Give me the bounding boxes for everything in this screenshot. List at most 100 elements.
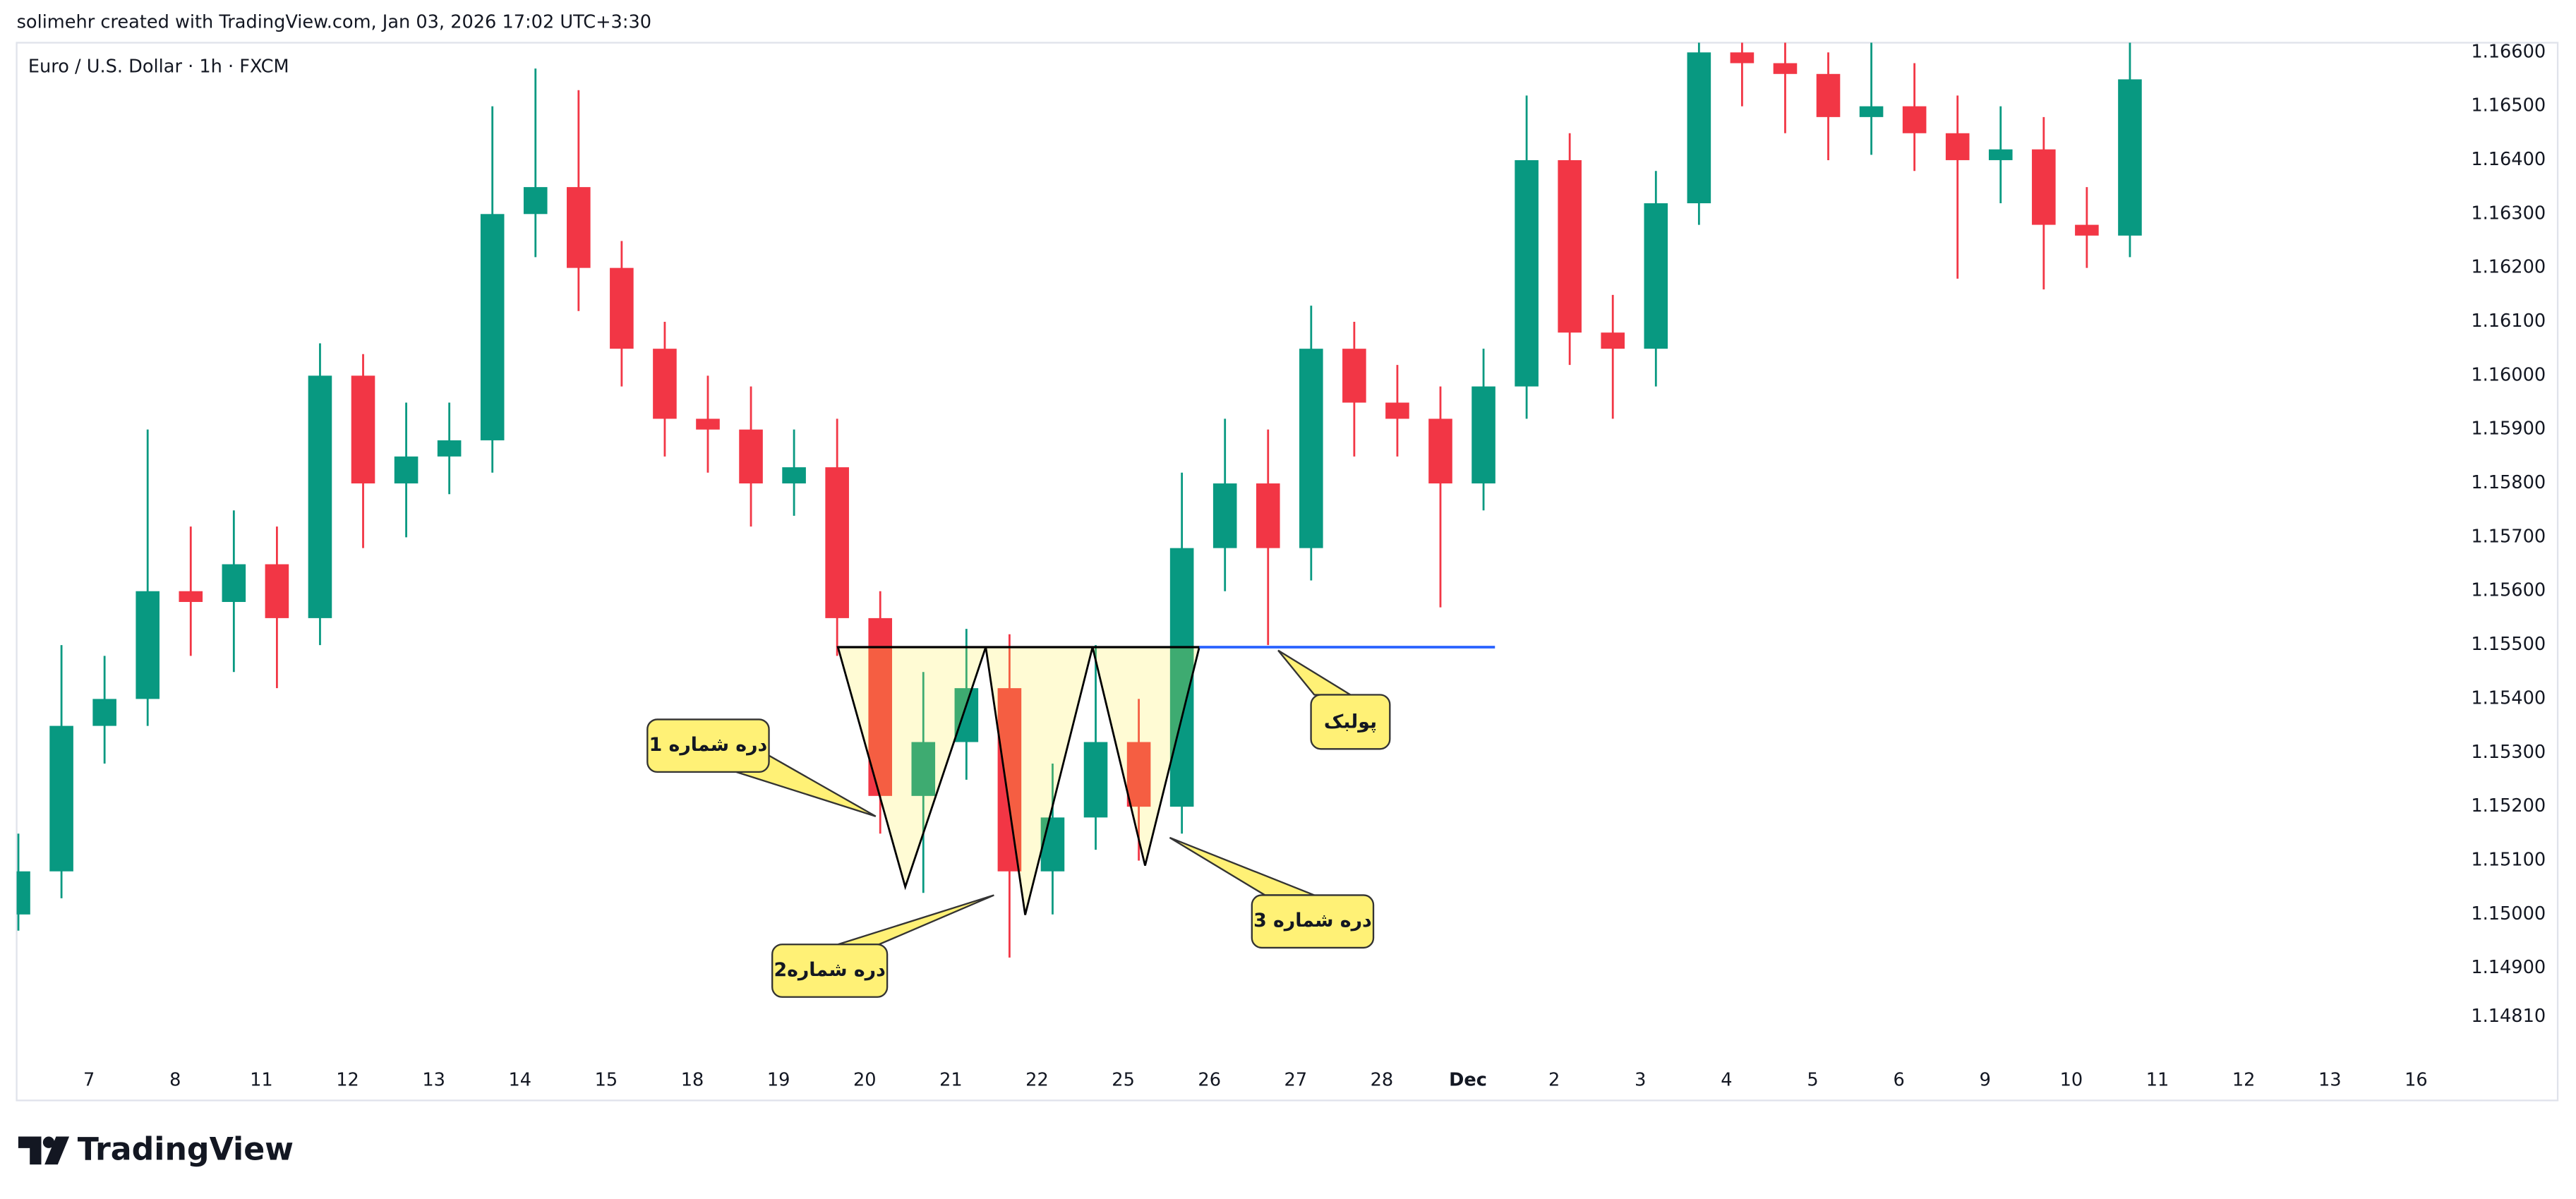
candle-body <box>136 591 160 699</box>
candle-body <box>997 688 1022 872</box>
candle-body <box>1644 203 1668 349</box>
y-tick-label: 1.16600 <box>2471 41 2546 62</box>
x-tick-label: 28 <box>1371 1069 1394 1090</box>
callout-box <box>771 944 889 998</box>
candle-body <box>1816 73 1841 117</box>
candle-body <box>1601 332 1625 349</box>
y-tick-label: 1.16400 <box>2471 149 2546 170</box>
candle-body <box>437 440 462 457</box>
x-tick-label: 13 <box>2318 1069 2342 1090</box>
candle-body <box>394 456 419 484</box>
candle-body <box>911 742 936 796</box>
y-tick-label: 1.15400 <box>2471 687 2546 709</box>
candle-body <box>1299 349 1323 548</box>
candle-body <box>222 564 246 602</box>
y-tick-label: 1.14810 <box>2471 1006 2546 1027</box>
x-tick-label: 7 <box>83 1069 95 1090</box>
candle-body <box>1428 418 1452 484</box>
candle-body <box>480 214 505 440</box>
candle-body <box>523 187 548 215</box>
candle-body <box>16 871 30 915</box>
x-tick-label: 18 <box>681 1069 704 1090</box>
chart-title: Euro / U.S. Dollar · 1h · FXCM <box>28 56 289 77</box>
y-tick-label: 1.16200 <box>2471 257 2546 278</box>
pattern-drawing <box>836 646 1495 915</box>
callout-text: دره شماره 1 <box>649 734 768 756</box>
x-tick-label: 12 <box>2232 1069 2256 1090</box>
candle-body <box>2118 79 2142 236</box>
candle-body <box>825 467 849 618</box>
x-tick-label: 15 <box>595 1069 618 1090</box>
candle-body <box>2075 224 2099 236</box>
callout: پولبک <box>1277 649 1391 750</box>
y-tick-label: 1.15000 <box>2471 903 2546 924</box>
x-tick-label: 16 <box>2405 1069 2428 1090</box>
candle-body <box>179 591 203 602</box>
candle-body <box>696 418 720 430</box>
candle-body <box>1126 742 1151 807</box>
candles <box>16 42 2142 958</box>
y-tick-label: 1.15200 <box>2471 795 2546 817</box>
x-tick-label: 6 <box>1894 1069 1905 1090</box>
candle-body <box>1256 483 1280 548</box>
candle-body <box>265 564 289 618</box>
candle-body <box>308 375 332 618</box>
logo-mark <box>18 1136 42 1165</box>
candle-body <box>567 187 591 268</box>
x-tick-label: 14 <box>508 1069 531 1090</box>
candle-body <box>1471 386 1495 484</box>
y-tick-label: 1.15500 <box>2471 634 2546 655</box>
x-tick-label: 11 <box>2146 1069 2169 1090</box>
y-tick-label: 1.15800 <box>2471 472 2546 493</box>
y-tick-label: 1.15900 <box>2471 418 2546 440</box>
candle-body <box>782 467 806 484</box>
candle-body <box>2032 149 2056 225</box>
candle-body <box>1169 548 1194 807</box>
x-tick-label: 13 <box>422 1069 445 1090</box>
candle-body <box>1988 149 2013 160</box>
callout-text: دره شماره2 <box>774 959 885 981</box>
header: solimehr created with TradingView.com, J… <box>17 12 651 33</box>
x-tick-label: 19 <box>767 1069 790 1090</box>
candle-body <box>1902 106 1927 133</box>
callout: دره شماره2 <box>771 894 994 998</box>
y-tick-label: 1.15100 <box>2471 849 2546 870</box>
candle-body <box>92 699 116 726</box>
x-tick-label: 3 <box>1635 1069 1646 1090</box>
x-tick-label: 27 <box>1284 1069 1308 1090</box>
callout-text: پولبک <box>1324 711 1377 733</box>
axes: 1.16600 1.16500 1.16400 1.16300 1.16200 1.161… <box>83 41 2546 1090</box>
x-tick-label: 25 <box>1112 1069 1135 1090</box>
y-tick-label: 1.16500 <box>2471 95 2546 116</box>
candle-body <box>1212 483 1237 548</box>
candle-body <box>1730 52 1755 64</box>
candle-body <box>653 349 677 419</box>
logo-mark <box>44 1136 70 1165</box>
candle-body <box>1385 402 1409 419</box>
candle-body <box>1945 133 1970 160</box>
chart-frame <box>16 42 2559 1102</box>
candle-body <box>610 267 634 349</box>
x-tick-label: 22 <box>1025 1069 1049 1090</box>
candle-body <box>739 429 763 484</box>
x-tick-label: 10 <box>2060 1069 2083 1090</box>
logo-mark <box>42 1136 55 1148</box>
brand: TradingView <box>78 1132 294 1168</box>
brand-logo: TradingView <box>18 1132 294 1168</box>
x-tick-label: 8 <box>169 1069 181 1090</box>
callout-box <box>1251 894 1375 949</box>
candle-body <box>351 375 375 484</box>
callout: دره شماره 1 <box>646 718 877 817</box>
candle-body <box>1687 52 1711 204</box>
x-tick-label: 20 <box>853 1069 877 1090</box>
candle-body <box>1040 817 1065 872</box>
x-tick-label: 12 <box>336 1069 359 1090</box>
y-tick-label: 1.14900 <box>2471 957 2546 978</box>
candle-body <box>1083 742 1108 818</box>
x-tick-label: 9 <box>1980 1069 1991 1090</box>
y-tick-label: 1.15600 <box>2471 580 2546 601</box>
y-tick-label: 1.15700 <box>2471 526 2546 547</box>
candle-body <box>1515 159 1539 387</box>
callout: دره شماره 3 <box>1169 836 1375 949</box>
